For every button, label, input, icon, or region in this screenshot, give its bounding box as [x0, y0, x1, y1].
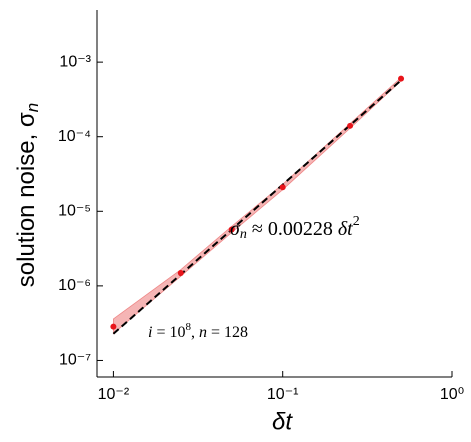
- y-tick-label: 10⁻⁵: [58, 203, 91, 220]
- part: ≈ 0.00228: [247, 218, 338, 240]
- part: 2: [353, 214, 360, 229]
- part: δt: [338, 218, 353, 240]
- y-label-sub: n: [23, 103, 42, 112]
- data-point: [110, 323, 117, 330]
- part: n: [240, 227, 247, 242]
- x-tick-label: 10⁰: [440, 386, 464, 403]
- y-tick-label: 10⁻⁶: [58, 277, 91, 294]
- y-tick-label: 10⁻⁷: [59, 352, 91, 369]
- x-axis-label: δt: [272, 408, 293, 435]
- params-annotation: i = 108, n = 128: [148, 321, 248, 341]
- fit-line: [112, 79, 402, 335]
- data-point: [177, 269, 184, 276]
- y-label-main: solution noise, σ: [13, 112, 40, 287]
- x-tick-label: 10⁻²: [98, 386, 130, 403]
- part: n: [199, 324, 207, 341]
- fit-annotation: σn ≈ 0.00228 δt2: [230, 214, 360, 242]
- part: ,: [191, 324, 199, 341]
- part: = 10: [152, 324, 185, 341]
- part: 8: [185, 321, 191, 333]
- y-axis-label: solution noise, σn: [13, 103, 42, 287]
- x-tick-label: 10⁻¹: [267, 386, 299, 403]
- data-point: [398, 75, 405, 82]
- data-point: [347, 122, 354, 129]
- y-tick-label: 10⁻⁴: [58, 128, 91, 145]
- part: = 128: [207, 324, 248, 341]
- part: i: [148, 324, 152, 341]
- data-point: [279, 184, 286, 191]
- y-tick-label: 10⁻³: [59, 53, 91, 70]
- part: σ: [230, 218, 241, 240]
- data-point: [228, 226, 235, 233]
